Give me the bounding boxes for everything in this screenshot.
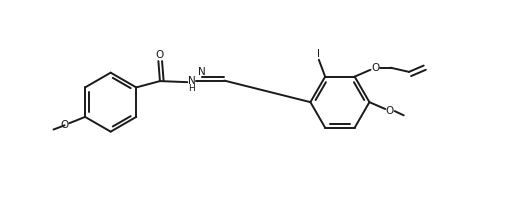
Text: O: O [61,120,69,130]
Text: N: N [188,76,196,86]
Text: O: O [386,106,394,116]
Text: I: I [317,49,320,59]
Text: O: O [371,63,379,73]
Text: H: H [189,85,195,93]
Text: O: O [156,50,164,60]
Text: N: N [198,67,206,77]
